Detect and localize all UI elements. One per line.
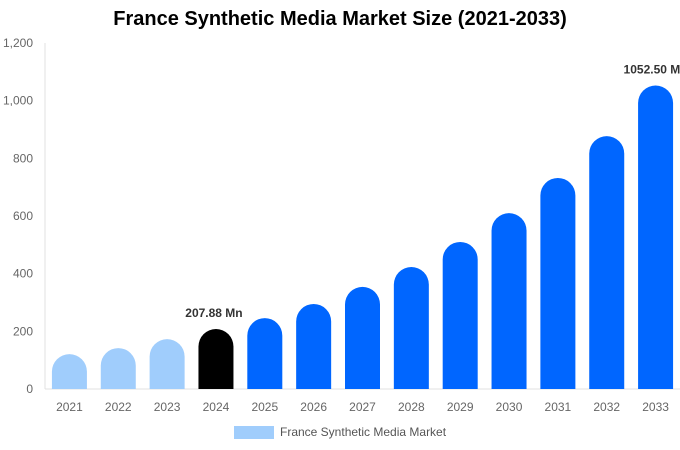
x-tick-label: 2026 bbox=[300, 400, 327, 414]
bar-2027 bbox=[345, 286, 380, 389]
data-label: 1052.50 Mn bbox=[624, 63, 680, 77]
bar-2032 bbox=[589, 136, 625, 389]
bar-2029 bbox=[442, 241, 478, 389]
x-tick-label: 2032 bbox=[593, 400, 620, 414]
bar-2023 bbox=[149, 339, 185, 389]
y-tick-label: 800 bbox=[13, 151, 33, 165]
bar-2024 bbox=[198, 329, 234, 389]
x-tick-label: 2025 bbox=[251, 400, 278, 414]
x-tick-label: 2030 bbox=[496, 400, 523, 414]
y-tick-label: 600 bbox=[13, 209, 33, 223]
chart-title: France Synthetic Media Market Size (2021… bbox=[113, 8, 567, 30]
x-tick-label: 2023 bbox=[154, 400, 181, 414]
x-tick-label: 2021 bbox=[56, 400, 83, 414]
x-tick-label: 2031 bbox=[545, 400, 572, 414]
y-tick-label: 0 bbox=[26, 382, 33, 396]
data-label: 207.88 Mn bbox=[185, 306, 242, 320]
x-tick-label: 2022 bbox=[105, 400, 132, 414]
y-tick-label: 1,000 bbox=[3, 94, 33, 108]
y-tick-label: 1,200 bbox=[3, 36, 33, 50]
legend-swatch bbox=[234, 425, 274, 439]
x-tick-label: 2029 bbox=[447, 400, 474, 414]
bar-2030 bbox=[491, 213, 527, 389]
bar-2028 bbox=[393, 267, 429, 389]
y-tick-label: 400 bbox=[13, 267, 33, 281]
y-tick-label: 200 bbox=[13, 324, 33, 338]
bar-2021 bbox=[51, 354, 87, 389]
x-tick-label: 2033 bbox=[642, 400, 669, 414]
bar-2025 bbox=[247, 318, 283, 389]
x-tick-label: 2028 bbox=[398, 400, 425, 414]
x-tick-label: 2024 bbox=[203, 400, 230, 414]
bar-2031 bbox=[540, 177, 576, 389]
bar-2022 bbox=[100, 348, 136, 389]
legend: France Synthetic Media Market bbox=[234, 425, 446, 439]
bar-2026 bbox=[296, 303, 332, 389]
bar-2033 bbox=[638, 85, 674, 389]
x-tick-label: 2027 bbox=[349, 400, 376, 414]
legend-label: France Synthetic Media Market bbox=[280, 425, 447, 439]
